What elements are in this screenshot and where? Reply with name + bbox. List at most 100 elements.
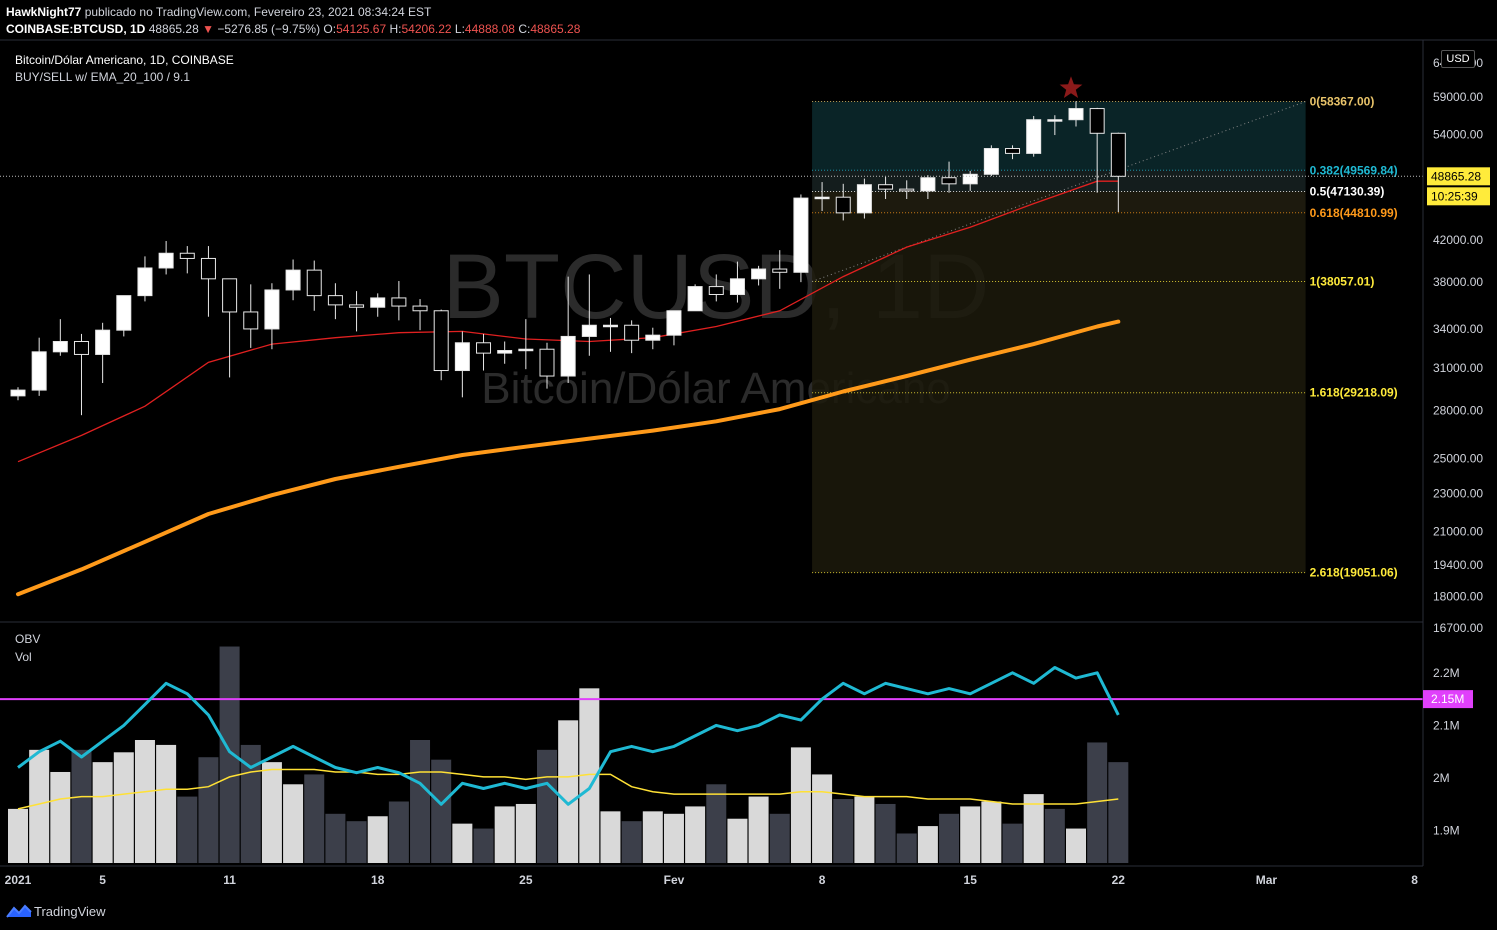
candle (687, 284, 703, 312)
candle-body (899, 188, 915, 192)
volume-bar (219, 646, 240, 863)
obv-legend[interactable]: OBV (15, 632, 41, 646)
ema-100-line (16, 319, 1121, 597)
candle-body (729, 278, 745, 295)
candle-body (52, 340, 68, 353)
candle-body (878, 184, 894, 190)
volume-bar (1108, 762, 1129, 863)
obv-tick-label: 1.9M (1433, 824, 1460, 838)
candle-body (856, 184, 872, 214)
volume-bar (1066, 828, 1086, 863)
candle (539, 342, 555, 389)
fib-zone-0382-05 (812, 170, 1306, 192)
price-tick-label: 19400.00 (1433, 558, 1483, 572)
candle (349, 291, 365, 332)
fib-level-label-6: 2.618(19051.06) (1310, 566, 1398, 580)
candle-body (814, 196, 830, 200)
time-tick-label: 18 (371, 873, 385, 887)
last-price-tag (1427, 167, 1490, 186)
candle (983, 145, 999, 177)
candle (814, 182, 830, 211)
candle-body (624, 324, 640, 341)
fib-zone-05-0618 (812, 191, 1306, 213)
tradingview-logo-icon (6, 904, 32, 918)
footer (0, 895, 1497, 930)
candle (10, 387, 26, 401)
candle (941, 161, 957, 193)
candle (497, 341, 513, 364)
time-tick-label: 5 (99, 873, 106, 887)
candle-body (539, 348, 555, 377)
candle (581, 274, 597, 356)
volume-bar (283, 784, 304, 863)
volume-bar (71, 749, 92, 863)
volume-bar (917, 826, 938, 863)
obv-tick-label: 2.2M (1433, 666, 1460, 680)
candle (200, 246, 216, 317)
indicator-legend[interactable]: BUY/SELL w/ EMA_20_100 / 9.1 (15, 70, 190, 84)
candle-body (1089, 108, 1105, 134)
vol-legend[interactable]: Vol (15, 650, 32, 664)
candle-body (391, 297, 407, 307)
candle (95, 322, 111, 384)
candle-body (222, 278, 238, 313)
candle-body (1005, 148, 1021, 154)
volume-bar (515, 803, 536, 863)
fib-level-label-0: 0(58367.00) (1310, 95, 1375, 109)
time-tick-label: 8 (1411, 873, 1418, 887)
candle (137, 256, 153, 302)
price-tick-label: 23000.00 (1433, 486, 1483, 500)
volume-bar (854, 796, 875, 863)
volume-bar (642, 811, 663, 863)
candle-body (158, 252, 174, 269)
candle (899, 180, 915, 200)
obv-line (17, 666, 1120, 806)
candle (1110, 132, 1126, 213)
volume-ma-line (17, 768, 1119, 810)
candle (708, 274, 724, 302)
volume-bar (981, 801, 1002, 863)
candle (1047, 115, 1063, 136)
volume-bar (727, 818, 748, 863)
volume-bar (579, 688, 600, 863)
candle (52, 319, 68, 356)
currency-button[interactable]: USD (1441, 50, 1475, 68)
tradingview-brand[interactable]: TradingView (34, 904, 106, 919)
candle-body (1026, 119, 1042, 154)
volume-bar (325, 813, 346, 863)
volume-bar (494, 806, 515, 863)
candle-body (349, 304, 365, 308)
volume-bar (833, 799, 854, 863)
ohlc-header: COINBASE:BTCUSD, 1D 48865.28 ▼ −5276.85 … (6, 22, 580, 36)
time-tick-label: 2021 (5, 873, 32, 887)
candle-body (285, 269, 301, 291)
volume-bar (621, 821, 642, 863)
high-value: 54206.22 (401, 22, 452, 36)
fib-level-label-1: 0.382(49569.84) (1310, 163, 1398, 177)
volume-bar (769, 813, 790, 863)
candle-body (518, 348, 534, 352)
candle (306, 260, 322, 311)
series-legend[interactable]: Bitcoin/Dólar Americano, 1D, COINBASE (15, 53, 234, 67)
last-price-text: 48865.28 (148, 22, 199, 36)
candle-body (581, 324, 597, 337)
volume-bar (452, 823, 473, 863)
candle-body (179, 252, 195, 259)
obv-level-tag-text: 2.15M (1431, 692, 1464, 706)
volume-bar (875, 803, 896, 863)
candle (920, 175, 936, 200)
candle (1005, 145, 1021, 160)
author-name[interactable]: HawkNight77 (6, 5, 82, 19)
candle (454, 331, 470, 398)
candle (73, 333, 89, 416)
high-label: H: (389, 22, 402, 36)
candle-body (983, 148, 999, 175)
candle-body (772, 268, 788, 273)
volume-bar (790, 747, 811, 863)
candle-body (412, 305, 428, 312)
candle-body (95, 329, 111, 355)
candle-body (793, 197, 809, 273)
candle (560, 276, 576, 384)
candle-body (31, 351, 47, 391)
